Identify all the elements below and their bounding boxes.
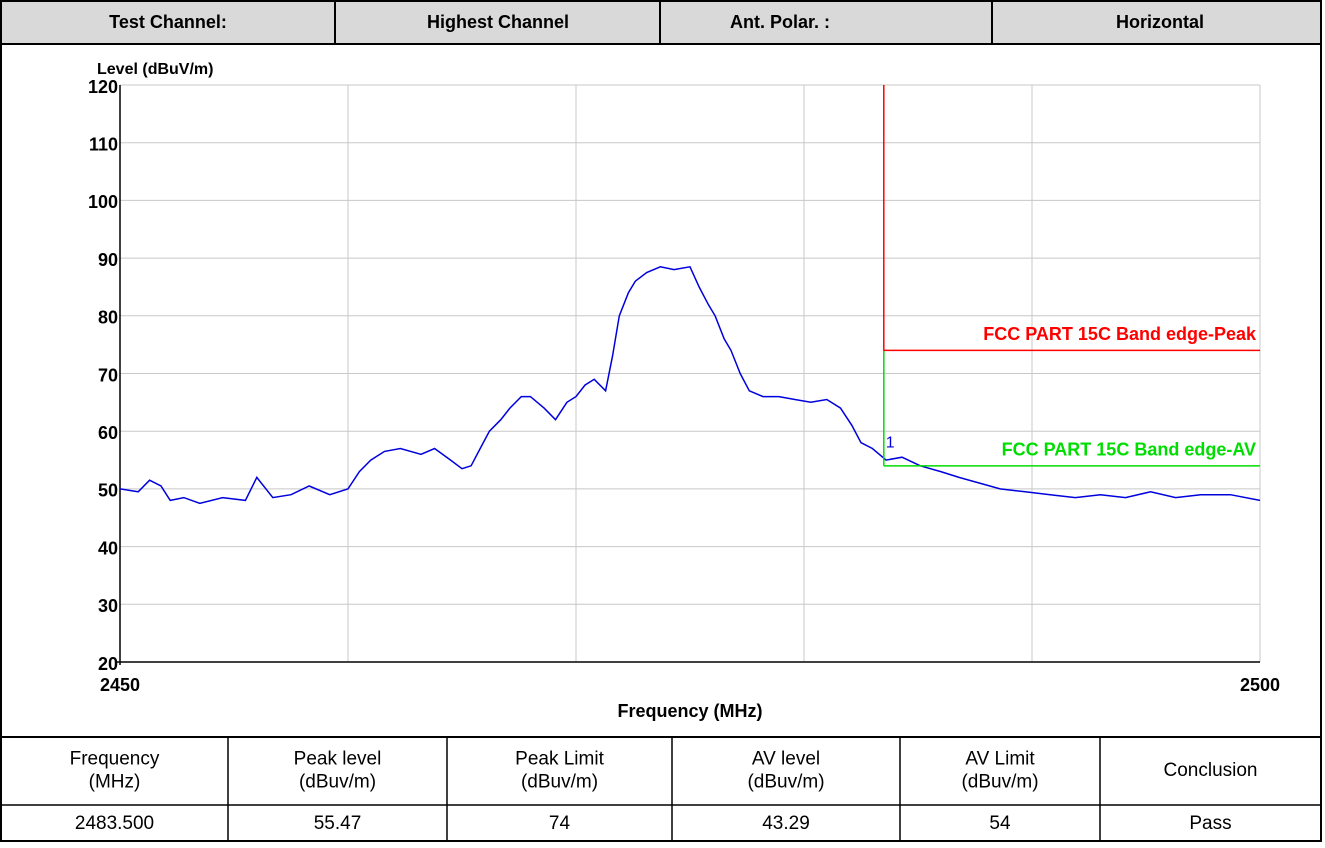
- y-tick-label: 70: [98, 365, 118, 385]
- table-header: Conclusion: [1164, 760, 1258, 781]
- y-tick-label: 60: [98, 423, 118, 443]
- table-header: (dBuv/m): [521, 772, 598, 793]
- table-cell: 74: [549, 813, 571, 834]
- y-tick-label: 100: [88, 192, 118, 212]
- y-tick-label: 20: [98, 654, 118, 674]
- table-header: (dBuv/m): [299, 772, 376, 793]
- header-cell: Ant. Polar. :: [730, 12, 830, 32]
- table-cell: 54: [989, 813, 1011, 834]
- table-cell: Pass: [1189, 813, 1231, 834]
- y-tick-label: 50: [98, 481, 118, 501]
- y-tick-label: 40: [98, 538, 118, 558]
- y-tick-label: 80: [98, 308, 118, 328]
- table-header: (dBuv/m): [747, 772, 824, 793]
- table-cell: 55.47: [314, 813, 362, 834]
- y-tick-label: 30: [98, 596, 118, 616]
- marker-label: 1: [886, 435, 895, 452]
- header-cell: Horizontal: [1116, 12, 1204, 32]
- table-cell: 2483.500: [75, 813, 154, 834]
- table-header: (dBuv/m): [961, 772, 1038, 793]
- table-header: AV Limit: [965, 749, 1035, 770]
- x-tick-label: 2500: [1240, 675, 1280, 695]
- header-cell: Test Channel:: [109, 12, 227, 32]
- y-tick-label: 120: [88, 77, 118, 97]
- table-header: Peak Limit: [515, 749, 604, 770]
- x-tick-label: 2450: [100, 675, 140, 695]
- table-header: Peak level: [294, 749, 382, 770]
- table-header: (MHz): [89, 772, 141, 793]
- header-cell: Highest Channel: [427, 12, 569, 32]
- table-header: AV level: [752, 749, 820, 770]
- x-axis-label: Frequency (MHz): [617, 701, 762, 721]
- y-tick-label: 110: [89, 134, 118, 154]
- table-cell: 43.29: [762, 813, 810, 834]
- limit-label: FCC PART 15C Band edge-Peak: [983, 324, 1257, 344]
- y-tick-label: 90: [98, 250, 118, 270]
- table-header: Frequency: [70, 749, 160, 770]
- limit-label: FCC PART 15C Band edge-AV: [1002, 440, 1256, 460]
- trace: [119, 265, 1261, 505]
- y-axis-label: Level (dBuV/m): [97, 61, 213, 78]
